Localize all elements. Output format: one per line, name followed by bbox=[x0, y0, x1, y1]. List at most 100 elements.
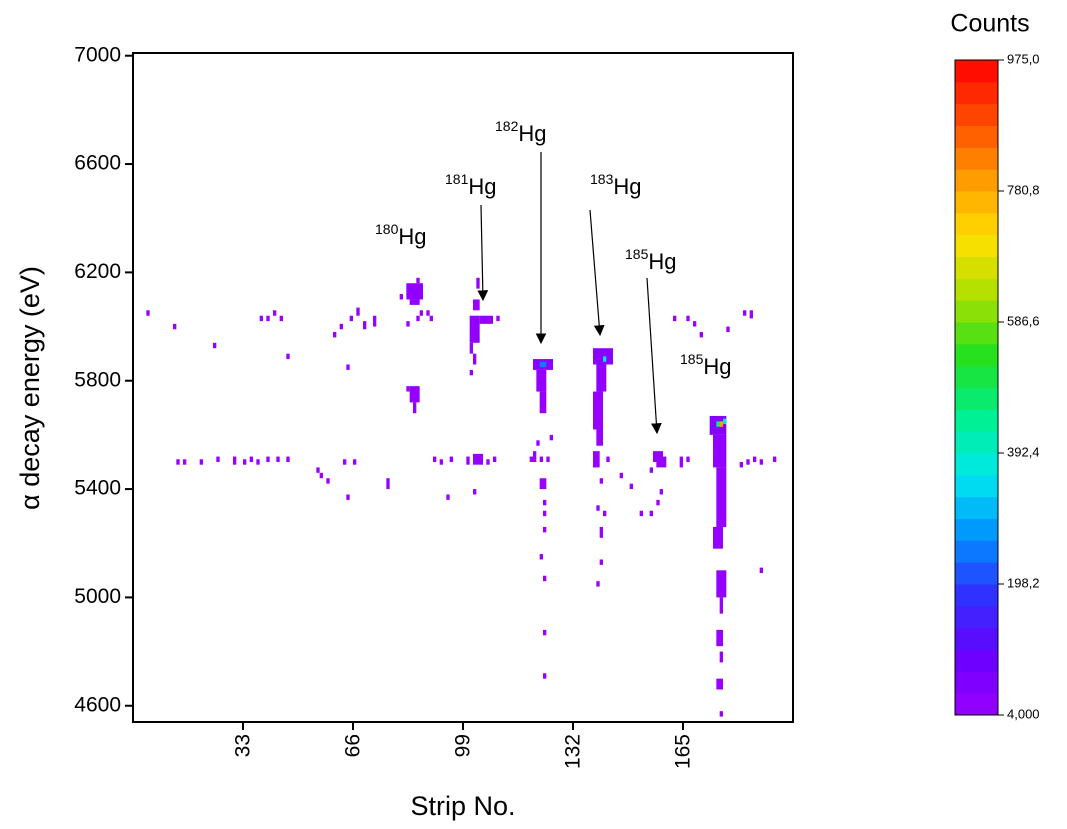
colorbar-band bbox=[955, 343, 998, 367]
annotation-arrow bbox=[589, 209, 605, 337]
heatmap-cell bbox=[449, 456, 453, 462]
y-tick-label: 6200 bbox=[74, 260, 121, 283]
heatmap-cell bbox=[606, 456, 610, 462]
heatmap-cell bbox=[593, 451, 600, 468]
annotation-mass: 183 bbox=[590, 171, 614, 187]
heatmap-cell bbox=[603, 356, 607, 362]
colorbar: 4,000 198,2 392,4 586,6 780,8 975,0 bbox=[954, 51, 1040, 721]
heatmap-cell bbox=[716, 467, 727, 527]
colorbar-band bbox=[955, 300, 998, 323]
heatmap-cell bbox=[216, 456, 220, 462]
heatmap-cell bbox=[546, 456, 550, 462]
heatmap-cell bbox=[199, 459, 203, 465]
heatmap-cell bbox=[349, 315, 353, 322]
heatmap-cell bbox=[446, 494, 450, 500]
heatmap-cell bbox=[473, 353, 477, 365]
heatmap-cell bbox=[539, 391, 547, 414]
colorbar-tick-label: 392,4 bbox=[1007, 444, 1040, 459]
heatmap-cell bbox=[543, 629, 547, 636]
heatmap-cell bbox=[603, 510, 607, 517]
heatmap-cell bbox=[759, 567, 763, 574]
colorbar-band bbox=[955, 60, 998, 83]
heatmap-cell bbox=[356, 307, 360, 316]
heatmap-cell bbox=[476, 277, 480, 289]
heatmap-cell bbox=[673, 315, 677, 322]
y-tick-label: 4600 bbox=[74, 693, 121, 716]
heatmap-cell bbox=[286, 353, 290, 360]
heatmap-cell bbox=[266, 315, 270, 322]
colorbar-band bbox=[955, 431, 998, 454]
heatmap-cell bbox=[719, 651, 723, 663]
heatmap-cell bbox=[466, 456, 470, 465]
colorbar-band bbox=[955, 169, 998, 192]
x-tick-label: 99 bbox=[452, 734, 475, 757]
heatmap-cell bbox=[723, 418, 727, 425]
heatmap-cell bbox=[679, 456, 683, 468]
heatmap-cell bbox=[373, 315, 377, 327]
y-tick-label: 5800 bbox=[74, 368, 121, 391]
colorbar-band bbox=[955, 103, 998, 126]
colorbar-band bbox=[955, 125, 998, 148]
heatmap-cell bbox=[249, 456, 253, 462]
heatmap-cell bbox=[746, 459, 750, 465]
heatmap-cell bbox=[543, 499, 547, 506]
heatmap-cell bbox=[406, 321, 410, 327]
heatmap-cell bbox=[183, 459, 187, 465]
heatmap-cell bbox=[536, 369, 547, 392]
heatmap-cell bbox=[486, 459, 490, 465]
x-tick-label: 33 bbox=[232, 734, 255, 757]
heatmap-cell bbox=[429, 315, 433, 322]
colorbar-band bbox=[955, 671, 998, 694]
heatmap-cell bbox=[686, 456, 690, 462]
x-tick-label: 132 bbox=[562, 734, 585, 769]
heatmap-cell bbox=[749, 310, 753, 319]
heatmap-cell bbox=[759, 459, 763, 465]
colorbar-band bbox=[955, 474, 998, 498]
heatmap-cell bbox=[649, 467, 653, 473]
annotation-mass: 185 bbox=[680, 351, 704, 367]
heatmap-cell bbox=[543, 673, 547, 679]
heatmap-cell bbox=[279, 315, 283, 322]
heatmap-cell bbox=[346, 364, 350, 370]
heatmap-cell bbox=[416, 315, 420, 322]
heatmap-cell bbox=[596, 364, 607, 392]
heatmap-cell bbox=[233, 456, 237, 465]
colorbar-band bbox=[955, 147, 998, 170]
heatmap-cell bbox=[469, 369, 473, 376]
heatmap-cell bbox=[256, 459, 260, 465]
annotation-label: 181Hg bbox=[445, 171, 496, 199]
colorbar-band bbox=[955, 387, 998, 410]
heatmap-cell bbox=[533, 451, 537, 462]
annotation-element: Hg bbox=[613, 174, 641, 199]
heatmap-cell bbox=[599, 559, 603, 565]
heatmap-cell bbox=[596, 429, 603, 446]
heatmap-cell bbox=[713, 526, 723, 549]
colorbar-band bbox=[955, 212, 998, 236]
colorbar-band bbox=[955, 191, 998, 214]
heatmap-cell bbox=[409, 299, 420, 305]
annotation-arrow bbox=[646, 277, 662, 435]
annotation-label: 180Hg bbox=[375, 221, 426, 249]
heatmap-cell bbox=[409, 386, 420, 403]
heatmap-cell bbox=[343, 459, 347, 465]
colorbar-band bbox=[955, 256, 998, 279]
heatmap-cell bbox=[719, 421, 723, 427]
heatmap-cell bbox=[439, 459, 443, 465]
colorbar-band bbox=[955, 278, 998, 301]
annotation-mass: 182 bbox=[495, 118, 519, 134]
heatmap-cell bbox=[686, 315, 690, 322]
annotation-mass: 180 bbox=[375, 221, 399, 237]
heatmap-cell bbox=[596, 505, 600, 511]
heatmap-cell bbox=[273, 310, 277, 316]
colorbar-band bbox=[955, 649, 998, 672]
heatmap-cell bbox=[713, 445, 717, 457]
heatmap-cells bbox=[146, 277, 777, 717]
colorbar-tick-label: 198,2 bbox=[1007, 575, 1040, 590]
heatmap-cell bbox=[469, 342, 473, 354]
colorbar-band bbox=[955, 453, 998, 476]
colorbar-band bbox=[955, 322, 998, 345]
heatmap-cell bbox=[406, 283, 423, 300]
heatmap-cell bbox=[146, 310, 150, 316]
heatmap-cell bbox=[529, 456, 533, 462]
